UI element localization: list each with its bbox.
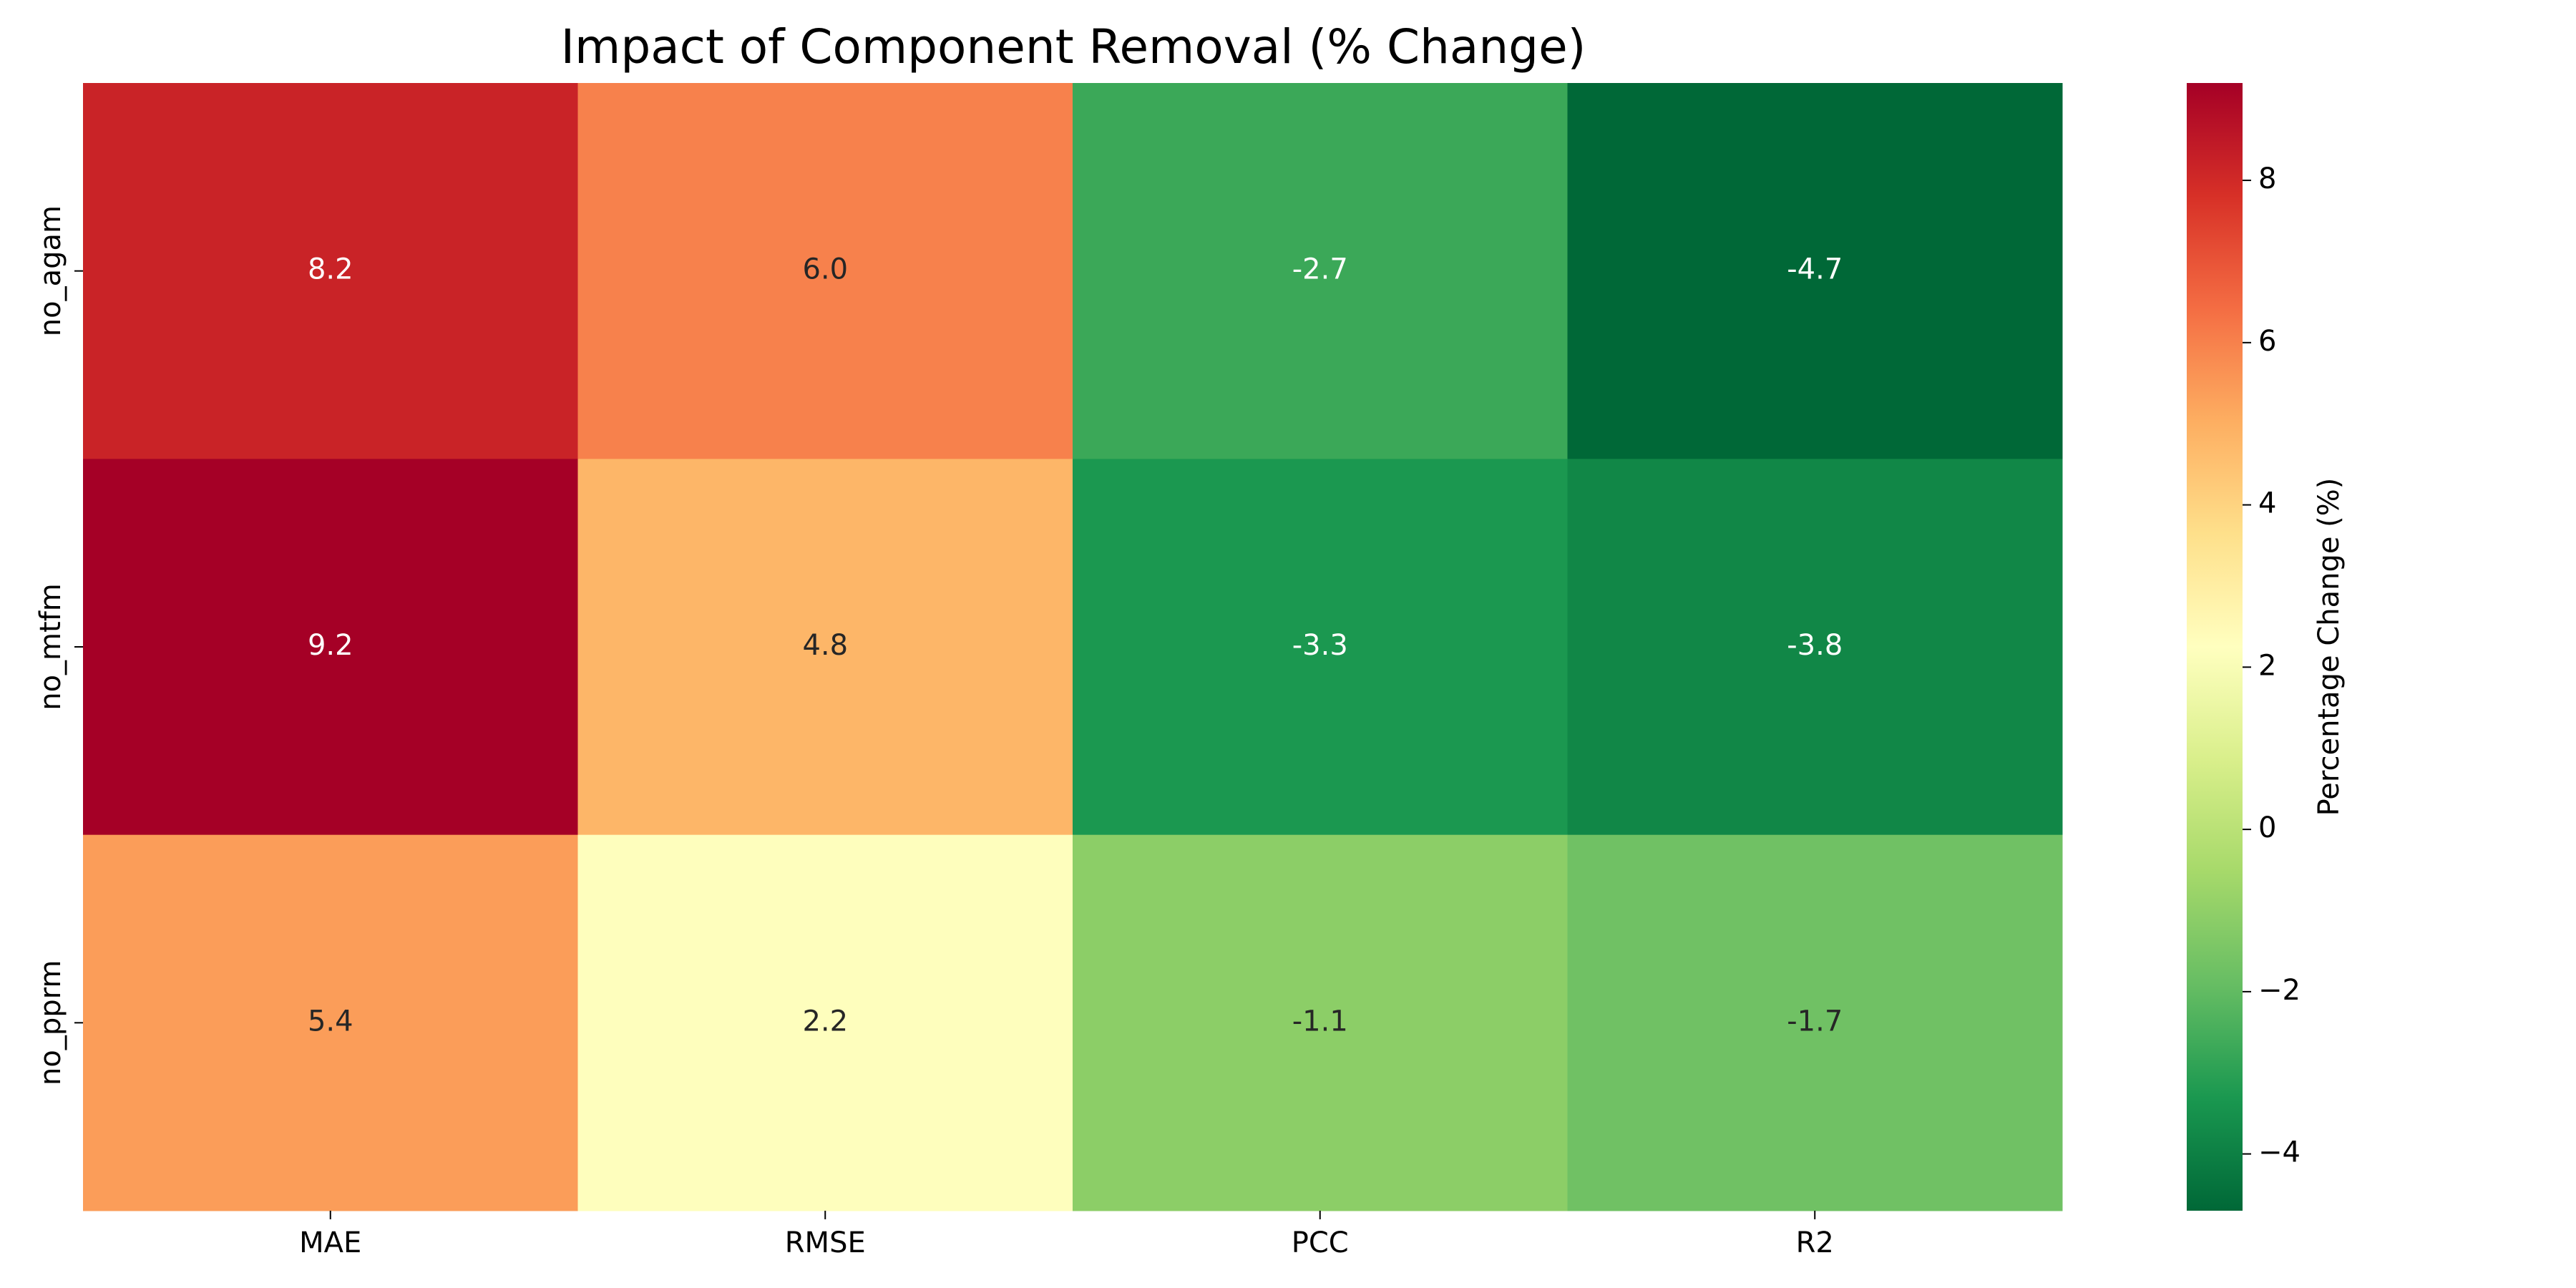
colorbar-gradient — [2187, 83, 2243, 1211]
cell-value-label: -3.3 — [1292, 629, 1348, 662]
colorbar-tick-label: 0 — [2258, 811, 2276, 844]
colorbar-tick-label: −2 — [2258, 974, 2301, 1007]
colorbar-tick-label: 2 — [2258, 649, 2276, 682]
heatmap-cell — [1073, 83, 1568, 459]
cell-value-label: -1.1 — [1292, 1005, 1348, 1038]
cell-value-label: -2.7 — [1292, 253, 1348, 286]
colorbar-tick-label: 4 — [2258, 487, 2276, 520]
heatmap-cell — [577, 83, 1073, 459]
heatmap-cell — [83, 834, 578, 1211]
cell-value-label: 5.4 — [308, 1005, 353, 1038]
heatmap-cell — [577, 459, 1073, 836]
colorbar: −4 −2 0 2 4 6 8 Percentage Change (%) — [2187, 83, 2346, 1211]
heatmap-cell — [1567, 834, 2063, 1211]
heatmap-cell — [577, 834, 1073, 1211]
cell-value-label: -4.7 — [1787, 253, 1843, 286]
heatmap-cells — [83, 83, 2063, 1211]
colorbar-tick-label: 6 — [2258, 325, 2276, 358]
heatmap-cell — [83, 83, 578, 459]
cell-value-label: 4.8 — [802, 629, 848, 662]
colorbar-label: Percentage Change (%) — [2313, 478, 2346, 816]
x-axis: MAE RMSE PCC R2 — [299, 1211, 1834, 1259]
heatmap-cell — [1073, 834, 1568, 1211]
x-tick-label: RMSE — [785, 1226, 866, 1259]
heatmap-cell — [1567, 459, 2063, 836]
heatmap-cell — [83, 459, 578, 836]
cell-value-label: -3.8 — [1787, 629, 1843, 662]
colorbar-tick-label: −4 — [2258, 1136, 2301, 1169]
y-tick-label: no_agam — [34, 205, 67, 336]
chart-title: Impact of Component Removal (% Change) — [561, 19, 1586, 74]
cell-value-label: 9.2 — [308, 629, 353, 662]
y-axis: no_agam no_mtfm no_pprm — [34, 205, 83, 1085]
heatmap-cell — [1073, 459, 1568, 836]
colorbar-tick-label: 8 — [2258, 162, 2276, 195]
y-tick-label: no_pprm — [34, 960, 67, 1085]
y-tick-label: no_mtfm — [34, 583, 67, 711]
x-tick-label: MAE — [299, 1226, 361, 1259]
cell-value-label: 2.2 — [802, 1005, 848, 1038]
cell-value-label: -1.7 — [1787, 1005, 1843, 1038]
x-tick-label: PCC — [1292, 1226, 1349, 1259]
cell-value-label: 6.0 — [802, 253, 848, 286]
cell-value-label: 8.2 — [308, 253, 353, 286]
heatmap-cell — [1567, 83, 2063, 459]
x-tick-label: R2 — [1796, 1226, 1834, 1259]
heatmap-cell-labels: 8.2 6.0 -2.7 -4.7 9.2 4.8 -3.3 -3.8 5.4 2.2 -1.1 -1… — [308, 253, 1843, 1038]
